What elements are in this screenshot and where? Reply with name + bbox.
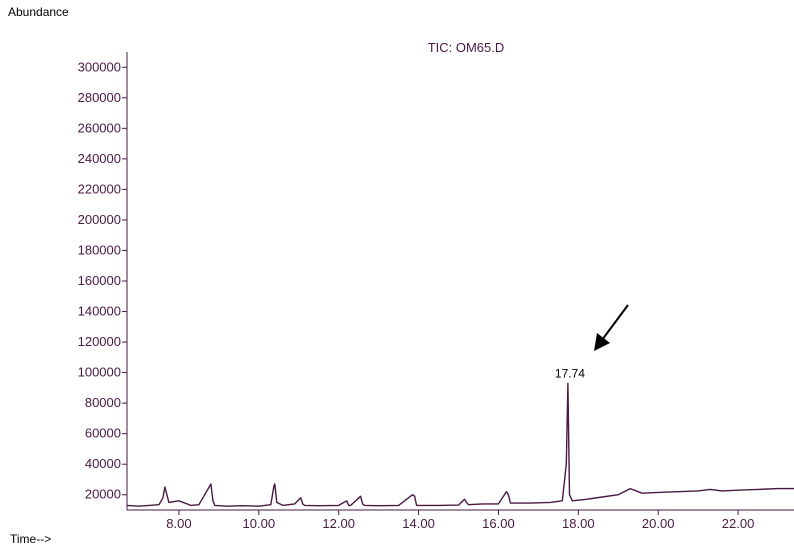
y-tick-label: 140000 xyxy=(78,304,121,319)
y-axis-label: Abundance xyxy=(8,5,69,19)
y-tick-label: 300000 xyxy=(78,59,121,74)
annotation-layer: 17.74 xyxy=(555,366,585,380)
x-ticks: 8.00 10.00 12.00 14.00 16.00 18.00 20.00 22.00 xyxy=(166,510,754,531)
series-line xyxy=(127,383,794,506)
peak-label: 17.74 xyxy=(555,366,585,380)
y-tick-label: 200000 xyxy=(78,212,121,227)
y-tick-label: 160000 xyxy=(78,273,121,288)
y-tick-label: 80000 xyxy=(85,395,121,410)
y-tick-label: 20000 xyxy=(85,487,121,502)
y-ticks: 20000 40000 60000 80000 100000 120000 140000 16… xyxy=(78,59,127,501)
x-tick-label: 14.00 xyxy=(402,516,435,531)
x-tick-label: 18.00 xyxy=(562,516,595,531)
y-tick-label: 120000 xyxy=(78,334,121,349)
y-tick-label: 220000 xyxy=(78,181,121,196)
y-tick-label: 280000 xyxy=(78,90,121,105)
series-layer xyxy=(127,383,794,506)
arrow-icon xyxy=(594,305,628,351)
x-axis-label: Time--> xyxy=(10,532,51,546)
y-tick-label: 260000 xyxy=(78,120,121,135)
chart-title: TIC: OM65.D xyxy=(428,40,505,55)
x-tick-label: 8.00 xyxy=(166,516,191,531)
x-tick-label: 20.00 xyxy=(642,516,675,531)
y-tick-label: 180000 xyxy=(78,242,121,257)
x-tick-label: 12.00 xyxy=(322,516,355,531)
y-tick-label: 40000 xyxy=(85,456,121,471)
y-tick-label: 100000 xyxy=(78,365,121,380)
x-tick-label: 16.00 xyxy=(482,516,515,531)
y-tick-label: 240000 xyxy=(78,151,121,166)
x-tick-label: 10.00 xyxy=(243,516,276,531)
x-tick-label: 22.00 xyxy=(722,516,755,531)
y-tick-label: 60000 xyxy=(85,426,121,441)
